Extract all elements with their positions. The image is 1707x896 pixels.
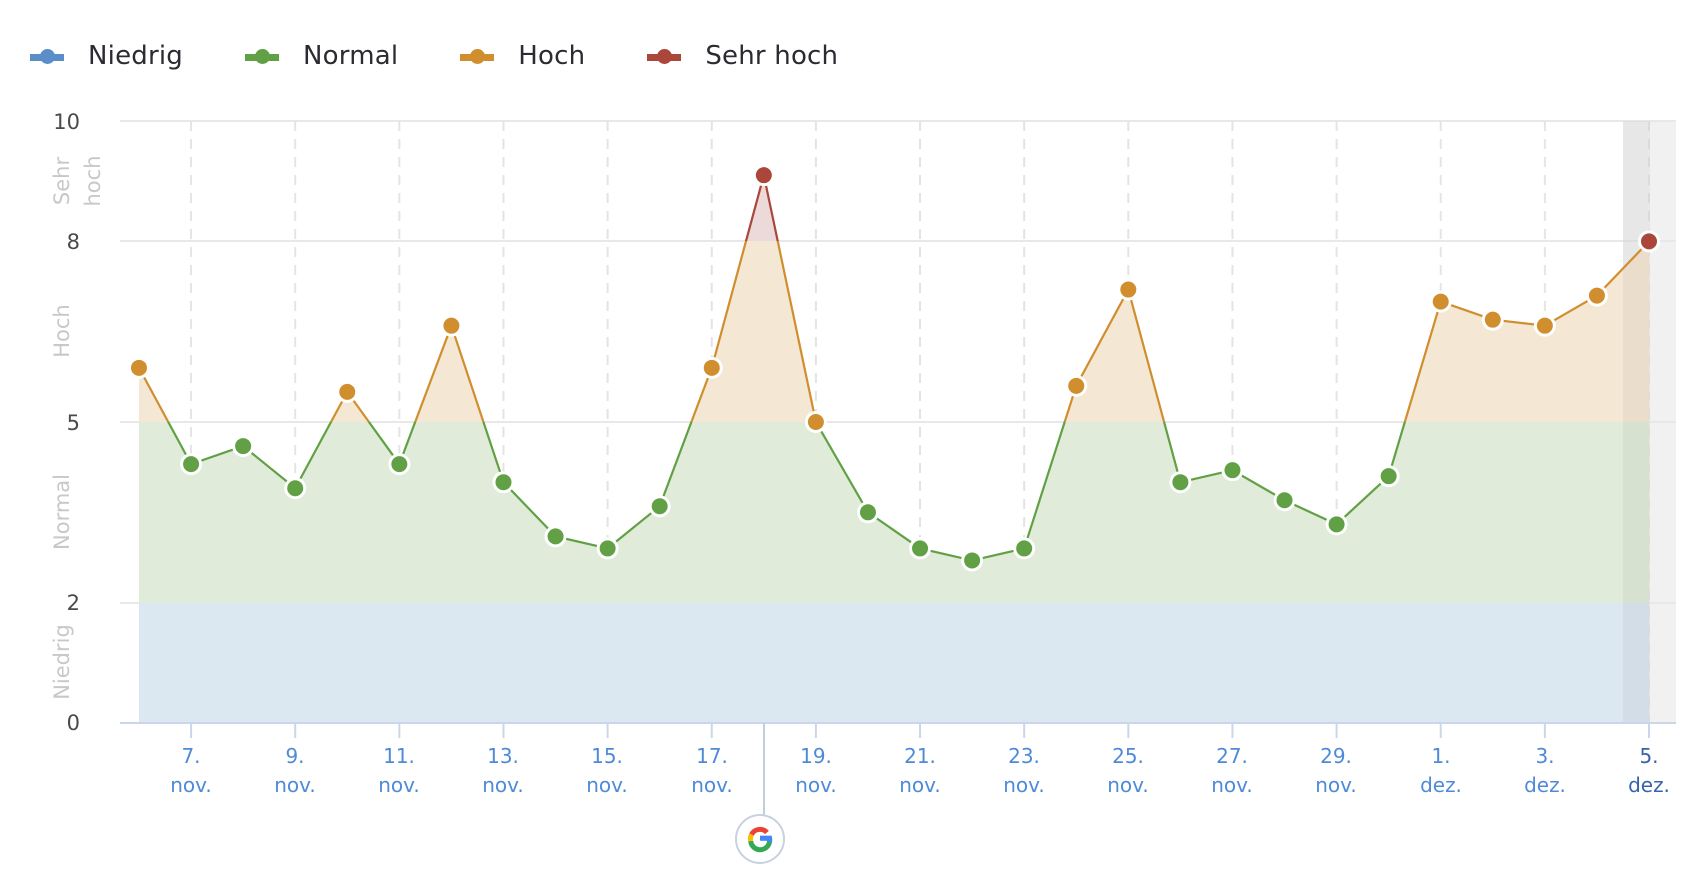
data-point[interactable]: 4. dez.: 7.1 [1585,284,1608,307]
data-point[interactable]: 10. nov.: 5.5 [336,380,359,403]
band-label-sehr-hoch-line2: hoch [81,155,105,206]
data-point[interactable]: 3. dez.: 6.6 [1533,314,1556,337]
x-tick-label: 3. dez. [1524,744,1566,797]
y-band-labels: Niedrig Normal Hoch Sehr hoch [50,155,105,699]
data-point[interactable]: 28. nov.: 3.7 [1273,489,1296,512]
data-point[interactable]: 2. dez.: 6.7 [1481,308,1504,331]
google-update-annotation[interactable] [735,723,785,864]
x-tick-label: 27. nov. [1211,744,1253,797]
y-axis-labels: 0 2 5 8 10 [53,110,80,735]
data-point[interactable]: 6. nov.: 5.9 [128,356,150,379]
data-point[interactable]: 27. nov.: 4.2 [1221,459,1244,482]
data-point[interactable]: 5. dez.: 8 [1638,230,1660,253]
x-tick-label: 25. nov. [1107,744,1149,797]
x-axis-labels: 7. nov. 9. nov. 11. nov. 13. nov. 15. nov. 17… [170,744,1670,797]
legend-item-hoch[interactable]: Hoch [460,41,585,71]
x-tick-label: 17. nov. [691,744,733,797]
x-tick-label: 23. nov. [1003,744,1045,797]
x-tick-label-current: 5. dez. [1628,744,1670,797]
data-point[interactable]: 20. nov.: 3.5 [856,501,879,524]
legend-item-normal[interactable]: Normal [245,41,398,71]
data-point[interactable]: 16. nov.: 3.6 [648,495,671,518]
data-point[interactable]: 30. nov.: 4.1 [1377,465,1400,488]
x-tick-label: 11. nov. [378,744,420,797]
y-tick-label: 8 [67,230,80,254]
data-point[interactable]: 12. nov.: 6.6 [440,314,463,337]
legend-marker-icon [245,49,279,64]
y-tick-label: 2 [67,591,80,615]
series-line-segment [167,422,1406,562]
data-point[interactable]: 14. nov.: 3.1 [544,525,567,548]
data-point[interactable]: 26. nov.: 4 [1169,471,1192,494]
y-tick-label: 5 [67,411,80,435]
band-label-niedrig: Niedrig [50,624,74,700]
band-area [746,175,778,241]
data-point[interactable]: 23. nov.: 2.9 [1013,537,1036,560]
series-line [138,174,1650,562]
legend-label: Niedrig [88,41,183,71]
x-tick-label: 29. nov. [1315,744,1357,797]
google-icon [747,826,773,853]
chart-legend: Niedrig Normal Hoch Sehr hoch [30,36,900,76]
legend-item-niedrig[interactable]: Niedrig [30,41,183,71]
data-point[interactable]: 1. dez.: 7 [1429,290,1452,313]
x-tick-label: 15. nov. [586,744,628,797]
data-point[interactable]: 17. nov.: 5.9 [700,356,723,379]
x-tick-label: 21. nov. [899,744,941,797]
data-point[interactable]: 24. nov.: 5.6 [1065,374,1088,397]
data-points: 6. nov.: 5.9 7. nov.: 4.3 8. nov.: 4.6 9. n… [128,164,1660,572]
legend-label: Hoch [518,41,586,71]
band-area [139,241,1649,422]
vertical-gridlines [190,121,1650,738]
low-band-area [139,603,1649,723]
y-tick-label: 0 [67,711,80,735]
x-tick-label: 19. nov. [795,744,837,797]
data-point[interactable]: 18. nov.: 9.1 [752,164,775,187]
current-day-overlay [1623,121,1650,723]
data-point[interactable]: 29. nov.: 3.3 [1325,513,1348,536]
data-point[interactable]: 21. nov.: 2.9 [909,537,932,560]
band-label-sehr-hoch-line1: Sehr [50,157,74,206]
band-label-normal: Normal [50,474,74,550]
legend-marker-icon [460,49,495,64]
data-point[interactable]: 7. nov.: 4.3 [180,453,203,476]
legend-marker-icon [30,49,64,64]
band-area [139,422,1649,603]
data-point[interactable]: 8. nov.: 4.6 [232,435,255,458]
x-tick-label: 9. nov. [274,744,316,797]
data-point[interactable]: 15. nov.: 2.9 [596,537,619,560]
x-tick-label: 13. nov. [482,744,524,797]
x-tick-label: 1. dez. [1420,744,1462,797]
data-point[interactable]: 13. nov.: 4 [492,471,515,494]
data-point[interactable]: 9. nov.: 3.9 [284,477,307,500]
legend-marker-icon [647,49,682,64]
x-tick-label: 7. nov. [170,744,212,797]
legend-label: Normal [303,41,399,71]
legend-label: Sehr hoch [705,41,839,71]
legend-item-sehr-hoch[interactable]: Sehr hoch [647,41,838,71]
y-tick-label: 10 [53,110,80,134]
data-point[interactable]: 11. nov.: 4.3 [388,453,411,476]
data-point[interactable]: 19. nov.: 5 [804,411,827,433]
band-label-hoch: Hoch [50,304,74,358]
data-point[interactable]: 22. nov.: 2.7 [961,549,984,572]
data-point[interactable]: 25. nov.: 7.2 [1117,278,1140,301]
threshold-area-fills [139,121,1650,723]
